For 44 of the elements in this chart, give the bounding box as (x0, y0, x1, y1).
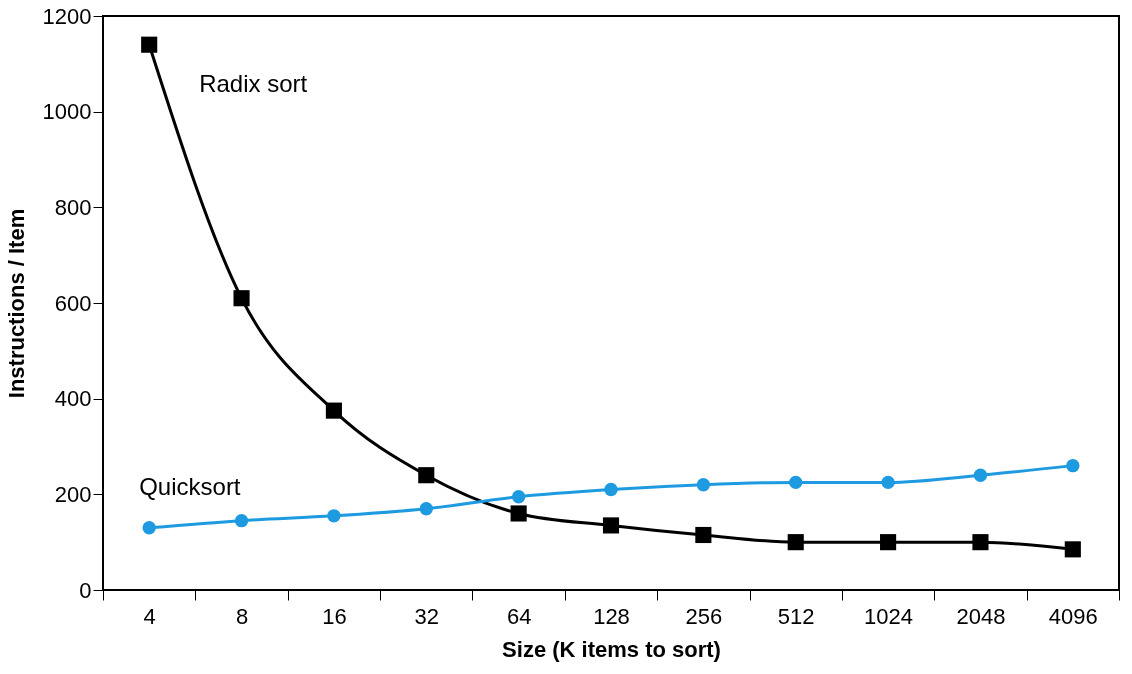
point (511, 490, 526, 504)
point (327, 509, 341, 523)
x-tick-label: 4096 (1048, 603, 1098, 629)
y-tick-label: 1000 (42, 99, 92, 125)
y-tick-label: 800 (54, 194, 92, 220)
y-tick-label: 600 (54, 290, 92, 316)
x-tick-label: 64 (506, 603, 532, 629)
point (325, 402, 342, 419)
x-tick-label: 512 (777, 603, 815, 629)
x-tick-label: 8 (235, 603, 249, 629)
point (510, 505, 527, 522)
y-tick-label: 0 (79, 577, 92, 603)
point (604, 482, 618, 497)
x-tick-label: 256 (685, 603, 723, 629)
series-label: Radix sort (199, 69, 308, 97)
point (696, 478, 711, 492)
point (141, 36, 158, 53)
point (695, 526, 712, 544)
x-axis-title: Size (K items to sort) (502, 636, 721, 662)
point (1066, 458, 1080, 473)
point (602, 517, 620, 534)
point (881, 475, 895, 490)
point (142, 521, 156, 535)
x-tick-label: 128 (593, 603, 630, 629)
x-tick-label: 16 (322, 603, 347, 629)
x-tick-label: 32 (414, 603, 440, 629)
x-tick-label: 2048 (956, 603, 1006, 629)
y-tick-label: 200 (54, 481, 92, 507)
point (789, 475, 803, 490)
point (880, 534, 897, 551)
y-axis-title: Instructions / Item (3, 208, 29, 399)
point (234, 513, 249, 528)
x-tick-label: 4 (143, 603, 156, 629)
x-tick-label: 1024 (864, 603, 914, 629)
point (419, 501, 433, 516)
point (972, 534, 989, 551)
y-tick-label: 400 (54, 386, 92, 412)
point (418, 467, 435, 484)
point (1064, 541, 1081, 558)
series-label: Quicksort (139, 472, 241, 500)
point (973, 468, 988, 482)
y-tick-label: 1200 (42, 3, 92, 29)
point (233, 290, 250, 307)
point (787, 534, 804, 551)
